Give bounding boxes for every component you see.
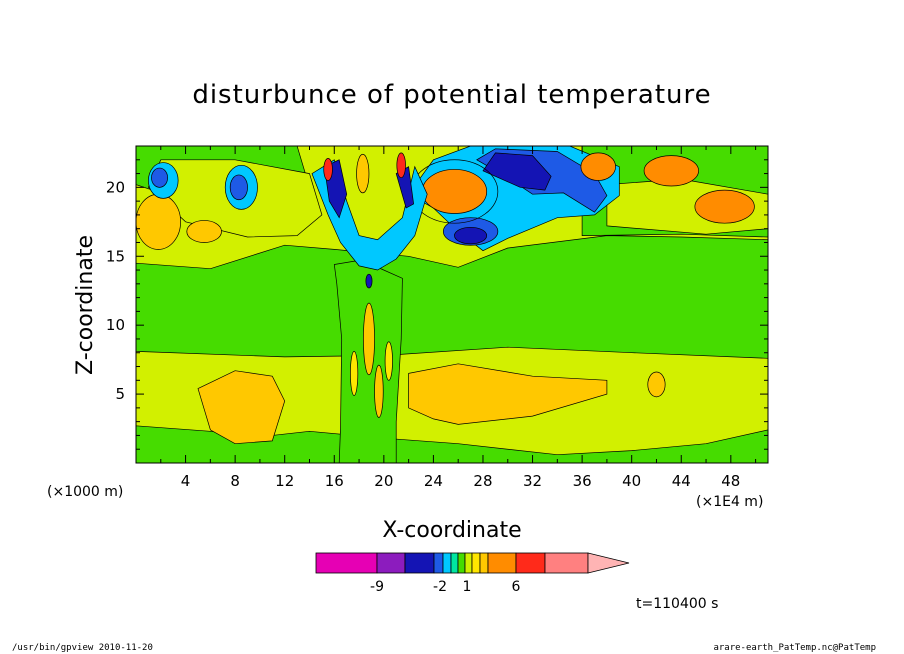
colorbar-segment <box>479 552 489 574</box>
colorbar-extend-arrow <box>587 552 630 574</box>
orange-upper-right <box>694 189 755 224</box>
gold-lower-left <box>197 370 286 445</box>
y-tick-label: 5 <box>115 385 125 403</box>
gold-upper-left <box>136 193 181 250</box>
blue-cell-left-2 <box>229 174 248 201</box>
colorbar-segment <box>457 552 466 574</box>
colorbar-segment <box>442 552 452 574</box>
x-axis-title: X-coordinate <box>382 518 521 543</box>
colorbar-segment <box>487 552 517 574</box>
x-scale-note: (×1E4 m) <box>696 494 763 510</box>
deep-blue-patch <box>454 226 488 245</box>
orange-upper-2 <box>643 155 699 187</box>
column-yellow-1 <box>350 351 359 396</box>
deep-blue-spot <box>365 273 373 289</box>
gold-lower-middle <box>408 363 608 425</box>
x-tick-label: 28 <box>473 472 492 490</box>
x-tick-label: 44 <box>672 472 691 490</box>
x-tick-label: 40 <box>622 472 641 490</box>
x-tick-label: 36 <box>573 472 592 490</box>
footer-right: arare-earth_PatTemp.nc@PatTemp <box>713 643 876 653</box>
colorbar-tick-label: 1 <box>463 579 472 595</box>
plot-frame <box>135 145 769 464</box>
x-tick-label: 20 <box>374 472 393 490</box>
colorbar-segment <box>315 552 378 574</box>
y-tick-label: 15 <box>106 247 125 265</box>
x-tick-label: 24 <box>424 472 443 490</box>
x-tick-label: 32 <box>523 472 542 490</box>
colorbar-segment <box>433 552 444 574</box>
gold-spot-plume <box>356 153 370 194</box>
colorbar-segment <box>376 552 406 574</box>
deep-blue-core <box>482 152 552 191</box>
y-tick-label: 20 <box>106 178 125 196</box>
colorbar-segment <box>515 552 546 574</box>
temperature-field <box>136 146 768 463</box>
x-tick-label: 8 <box>230 472 240 490</box>
time-label: t=110400 s <box>636 596 718 612</box>
column-yellow-2 <box>384 341 393 381</box>
y-axis-title: Z-coordinate <box>73 235 98 375</box>
red-spot-1 <box>323 158 333 181</box>
x-tick-label: 4 <box>181 472 191 490</box>
y-tick-label: 10 <box>106 316 125 334</box>
orange-upper-3 <box>580 152 616 181</box>
x-axis: 4 8 12 16 20 24 28 32 36 40 44 48 <box>160 146 757 490</box>
colorbar-segment <box>544 552 589 574</box>
colorbar-tick-label: -2 <box>433 579 447 595</box>
column-gold-1 <box>363 302 375 376</box>
colorbar-segment <box>404 552 435 574</box>
x-unit-label: (×1000 m) <box>47 484 123 500</box>
gold-small-right <box>647 371 666 398</box>
blue-cell-left <box>151 167 168 188</box>
colorbar-segment <box>450 552 459 574</box>
x-tick-label: 16 <box>325 472 344 490</box>
column-gold-2 <box>374 364 384 418</box>
colorbar: -9 -2 1 6 <box>315 552 630 595</box>
chart-title: disturbunce of potential temperature <box>192 80 711 110</box>
red-spot-2 <box>396 152 406 179</box>
x-tick-label: 48 <box>721 472 740 490</box>
x-tick-label: 12 <box>275 472 294 490</box>
colorbar-tick-label: -9 <box>370 579 384 595</box>
colorbar-segment <box>471 552 481 574</box>
gold-upper-left-2 <box>186 220 222 243</box>
colorbar-segment <box>464 552 473 574</box>
colorbar-tick-label: 6 <box>512 579 521 595</box>
y-axis: 5 10 15 20 <box>106 159 768 450</box>
footer-left: /usr/bin/gpview 2010-11-20 <box>12 643 153 653</box>
